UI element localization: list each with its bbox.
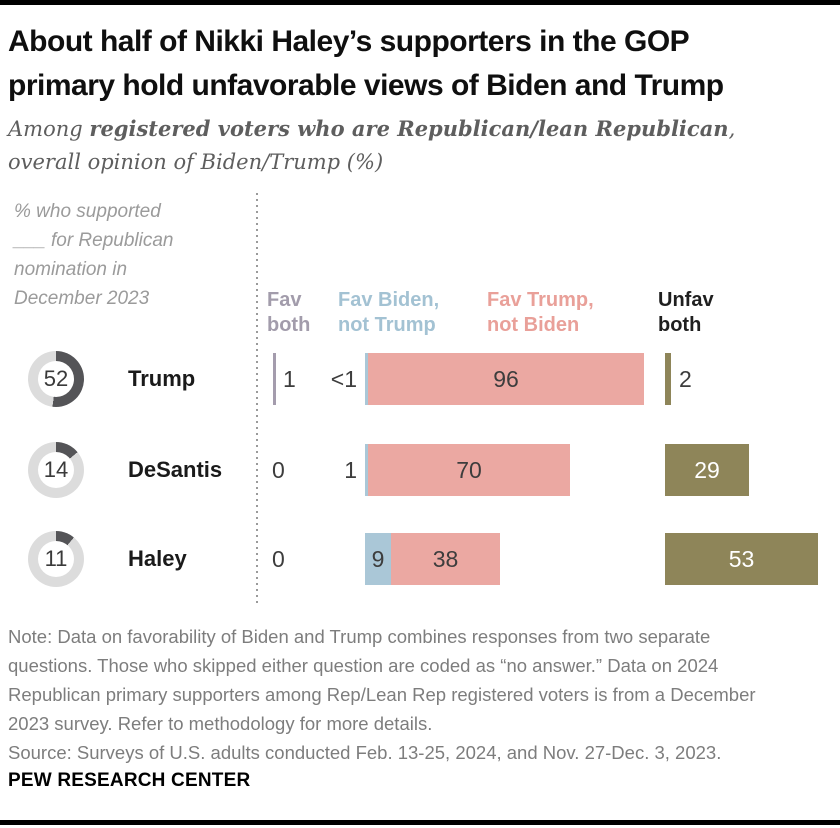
bar-unfav-both-haley: 53: [665, 533, 818, 585]
value-fav-both-haley: 0: [272, 546, 285, 572]
note-line: Note: Data on favorability of Biden and …: [8, 626, 711, 647]
footnotes: Note: Data on favorability of Biden and …: [8, 622, 756, 767]
annotation-line: ___ for Republican: [14, 230, 174, 251]
column-header-line: not Biden: [487, 314, 580, 336]
value-unfav-both-haley: 53: [728, 546, 755, 572]
source-line: Source: Surveys of U.S. adults conducted…: [8, 742, 722, 763]
subtitle-bold: registered voters who are Republican/lea…: [89, 116, 729, 141]
chart-subtitle: Among registered voters who are Republic…: [8, 112, 808, 179]
bar-fav-biden-haley: 9: [365, 533, 391, 585]
bar-unfav-both-trump: [665, 353, 671, 405]
column-header-line: Unfav: [658, 289, 714, 311]
bar-fav-biden-trump: [365, 353, 368, 405]
donut-value-trump: 52: [38, 361, 74, 397]
top-rule: [0, 0, 840, 5]
donut-haley: 11: [28, 531, 84, 587]
category-label-trump: Trump: [128, 366, 196, 391]
annotation-line: December 2023: [14, 288, 150, 309]
column-header-unfav: Unfav both: [658, 288, 714, 338]
note-line: 2023 survey. Refer to methodology for mo…: [8, 713, 433, 734]
subtitle-line-1: Among registered voters who are Republic…: [8, 112, 808, 146]
bar-fav-both-trump: [273, 353, 276, 405]
subtitle-prefix: Among: [8, 117, 90, 141]
donut-desantis: 14: [28, 442, 84, 498]
value-fav-biden-desantis: 1: [344, 457, 357, 483]
value-unfav-both-desantis: 29: [694, 457, 720, 483]
column-header-line: Fav Biden,: [338, 289, 440, 311]
value-fav-both-trump: 1: [283, 366, 296, 392]
donut-value-haley: 11: [38, 541, 74, 577]
value-fav-trump-desantis: 70: [456, 457, 482, 483]
dotted-divider: [256, 193, 258, 607]
bottom-rule: [0, 820, 840, 825]
donut-value-desantis: 14: [38, 452, 74, 488]
title-line-1: About half of Nikki Haley’s supporters i…: [8, 25, 690, 58]
note-line: questions. Those who skipped either ques…: [8, 655, 719, 676]
subtitle-line-2: overall opinion of Biden/Trump (%): [8, 150, 384, 174]
column-header-fav-trump-: Fav Trump, not Biden: [487, 288, 594, 338]
value-fav-biden-trump: <1: [330, 366, 357, 392]
value-fav-biden-haley: 9: [371, 546, 385, 572]
annotation-line: nomination in: [14, 259, 128, 280]
column-header-fav-biden-: Fav Biden, not Trump: [338, 288, 439, 338]
note-line: Republican primary supporters among Rep/…: [8, 684, 756, 705]
column-header-line: Fav: [267, 289, 302, 311]
annotation-line: % who supported: [14, 201, 161, 222]
title-line-2: primary hold unfavorable views of Biden …: [8, 69, 724, 102]
value-fav-both-desantis: 0: [272, 457, 285, 483]
column-header-fav: Fav both: [267, 288, 310, 338]
category-label-haley: Haley: [128, 546, 187, 571]
column-header-line: both: [267, 314, 311, 336]
donut-trump: 52: [28, 351, 84, 407]
subtitle-suffix: ,: [728, 117, 736, 141]
axis-annotation: % who supported ___ for Republican nomin…: [14, 197, 174, 313]
category-label-desantis: DeSantis: [128, 457, 223, 482]
page-title: About half of Nikki Haley’s supporters i…: [8, 20, 808, 108]
bar-fav-trump-desantis: 70: [368, 444, 570, 496]
bar-fav-biden-desantis: [365, 444, 368, 496]
value-fav-trump-haley: 38: [432, 546, 459, 572]
value-unfav-both-trump: 2: [679, 366, 692, 392]
brand-wordmark: PEW RESEARCH CENTER: [8, 770, 251, 791]
bar-unfav-both-desantis: 29: [665, 444, 749, 496]
value-fav-trump-trump: 96: [493, 366, 519, 392]
bar-fav-trump-trump: 96: [368, 353, 644, 405]
bar-fav-trump-haley: 38: [391, 533, 500, 585]
column-header-line: both: [658, 314, 702, 336]
column-header-line: not Trump: [338, 314, 436, 336]
column-header-line: Fav Trump,: [487, 289, 594, 311]
